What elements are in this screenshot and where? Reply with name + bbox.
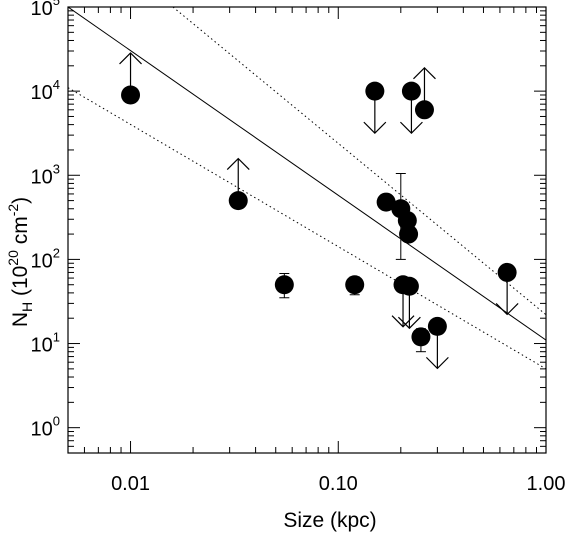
x-tick-label: 0.01 [111,473,150,495]
y-tick-label: 103 [31,161,60,188]
data-points [119,52,519,370]
y-tick-label: 104 [31,77,60,104]
data-point [497,262,517,282]
x-tick-label: 0.10 [319,473,358,495]
y-tick-label: 105 [31,0,60,20]
tick-labels: 0.01 0.10 1.00 100 101 102 103 104 105 [31,0,566,495]
y-tick-label: 102 [31,245,60,272]
arrow-head [495,303,519,316]
y-title-sub: H [19,302,35,312]
data-point [365,81,385,101]
y-title-unit-exp2: -2 [5,204,21,217]
y-title-unit-mid: cm [9,216,32,250]
plot-frame [67,6,547,454]
y-tick-label: 101 [31,330,60,357]
data-point [376,192,396,212]
data-point [411,327,431,347]
y-title-main: N [9,312,32,327]
y-title-unit-close: ) [9,197,32,204]
y-title-unit-open: (10 [9,266,32,302]
arrow-head [226,157,250,171]
data-point [399,224,419,244]
data-point [228,191,248,211]
data-point [274,275,294,295]
fit-lines [68,7,546,370]
data-point [121,85,141,105]
arrow-head [363,121,387,134]
data-point [401,81,421,101]
arrow-head [391,315,415,328]
x-axis-title: Size (kpc) [283,509,376,532]
axis-ticks [67,6,547,454]
dotted-envelope-line [68,87,546,370]
arrow-head [425,356,449,370]
data-point [345,275,365,295]
arrow-head [119,52,142,65]
solid-fit-line [68,7,546,341]
x-tick-label: 1.00 [527,473,566,495]
y-axis-title: NH (1020 cm-2) [5,197,35,327]
data-point [414,100,434,120]
data-point [427,316,447,336]
y-tick-label: 100 [31,414,60,441]
dotted-envelope-line [172,7,546,316]
y-title-unit-exp: 20 [5,250,21,266]
arrow-head [413,66,436,80]
data-point [399,276,419,296]
arrow-head [397,316,421,330]
arrow-head [400,121,423,134]
